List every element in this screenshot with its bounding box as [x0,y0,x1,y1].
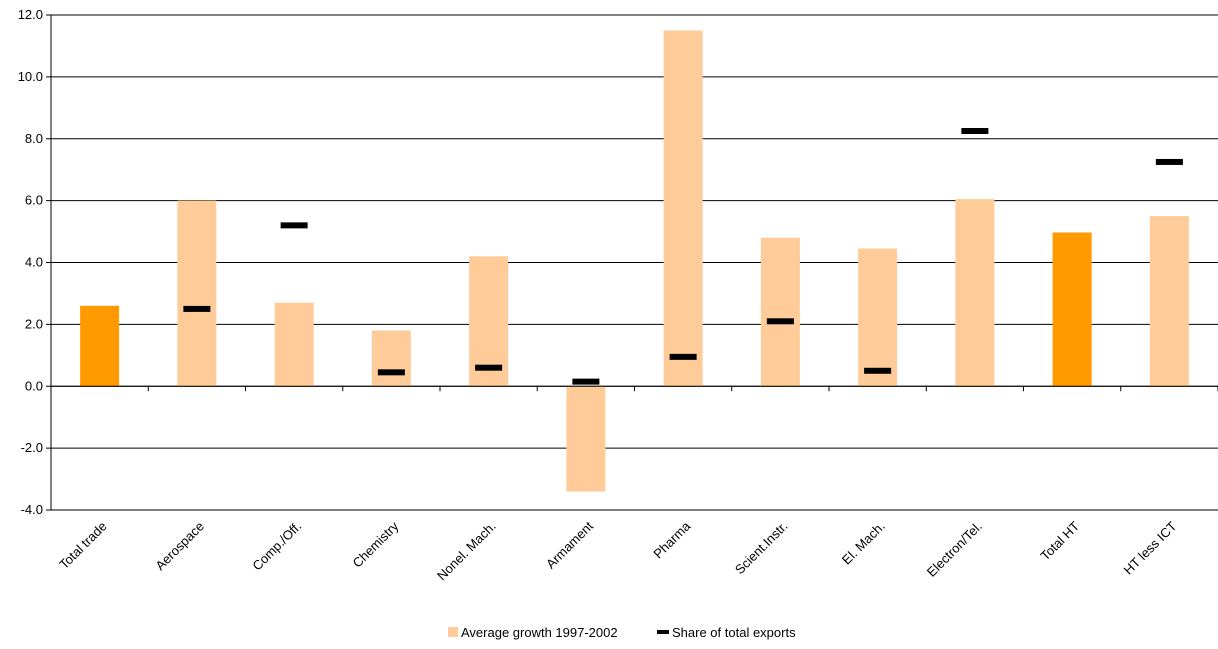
share-marker [766,318,794,325]
x-tick-label: Chemistry [350,518,402,570]
x-tick-label: Scient.Instr. [732,519,791,578]
x-tick-label: Pharma [650,518,693,561]
y-tick-label: 4.0 [25,255,43,270]
y-tick-labels: 12.0 10.0 8.0 6.0 4.0 2.0 0.0 -2.0 -4.0 [18,7,43,517]
x-tick-label: Total trade [56,519,110,573]
gridlines [51,14,1218,511]
bars [80,30,1189,492]
y-tick-label: -4.0 [21,502,43,517]
legend-swatch-share [657,630,669,634]
growth-bar [80,305,120,387]
share-marker [864,367,892,374]
x-tick-label: Armament [543,518,596,571]
share-markers [183,128,1183,385]
growth-bar [760,237,800,387]
share-marker [961,128,989,135]
growth-bar [663,30,703,387]
growth-bar [469,256,509,387]
growth-bar [274,302,314,387]
growth-bar [1052,232,1092,387]
share-marker [183,305,211,312]
x-tick-label: Aerospace [152,519,207,574]
x-tick-label: Total HT [1037,518,1082,563]
share-marker [669,353,697,360]
legend-label-share: Share of total exports [672,625,796,640]
growth-bar [858,248,898,387]
y-tick-label: 2.0 [25,316,43,331]
y-tick-label: 0.0 [25,378,43,393]
axes [46,14,1218,511]
share-marker [280,222,308,229]
x-tick-labels: Total trade Aerospace Comp./Off. Chemistry N… [56,518,1179,583]
growth-bar [566,386,606,492]
y-tick-label: -2.0 [21,440,43,455]
x-tick-label: Nonel. Mach. [434,519,499,584]
growth-bar [177,200,217,387]
growth-bar [955,199,995,387]
growth-bar [1149,216,1189,387]
growth-bar [371,330,411,387]
y-tick-label: 8.0 [25,131,43,146]
legend: Average growth 1997-2002 Share of total … [448,625,796,640]
y-tick-label: 12.0 [18,7,43,22]
share-marker [377,369,405,376]
y-tick-label: 10.0 [18,69,43,84]
share-marker [1155,158,1183,165]
x-tick-label: El. Mach. [839,519,888,568]
x-tick-label: Comp./Off. [249,519,304,574]
legend-swatch-growth [448,627,458,637]
share-marker [572,378,600,385]
x-tick-label: HT less ICT [1121,518,1180,577]
legend-label-growth: Average growth 1997-2002 [461,625,618,640]
share-marker [475,364,503,371]
y-tick-label: 6.0 [25,193,43,208]
x-tick-label: Electron/Tel. [924,519,985,580]
